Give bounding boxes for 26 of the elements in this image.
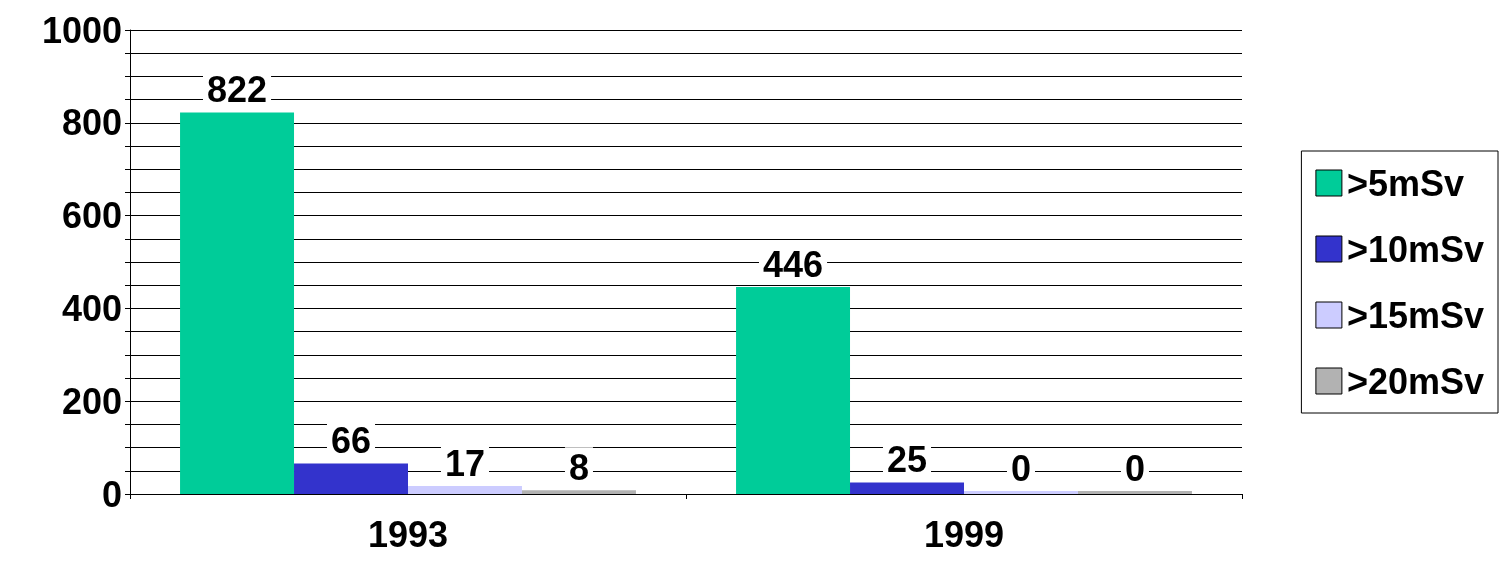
y-tick-label: 800 <box>61 102 122 144</box>
bar <box>180 112 295 494</box>
y-tick-label: 200 <box>61 380 122 422</box>
x-tick-label: 1993 <box>367 513 449 555</box>
data-label: 0 <box>1010 447 1032 489</box>
data-label: 8 <box>568 446 589 488</box>
legend-label: >15mSv <box>1346 294 1484 336</box>
bar <box>294 463 408 494</box>
bar <box>521 490 636 494</box>
legend-label: >10mSv <box>1346 228 1484 270</box>
bar <box>850 482 964 494</box>
data-label: 0 <box>1124 447 1145 489</box>
bar <box>736 287 851 494</box>
data-label: 17 <box>444 442 486 484</box>
y-tick-label: 0 <box>101 473 122 515</box>
legend-label: >5mSv <box>1346 162 1464 204</box>
y-tick-label: 400 <box>61 287 122 329</box>
y-tick-label: 1000 <box>41 9 122 51</box>
x-tick-label: 1999 <box>923 513 1005 555</box>
data-label: 25 <box>886 438 928 480</box>
data-label: 446 <box>762 243 824 285</box>
legend-label: >20mSv <box>1346 360 1484 402</box>
y-tick-label: 600 <box>61 195 122 237</box>
data-label: 66 <box>330 419 372 461</box>
data-label: 822 <box>206 69 268 111</box>
bar <box>408 486 522 494</box>
